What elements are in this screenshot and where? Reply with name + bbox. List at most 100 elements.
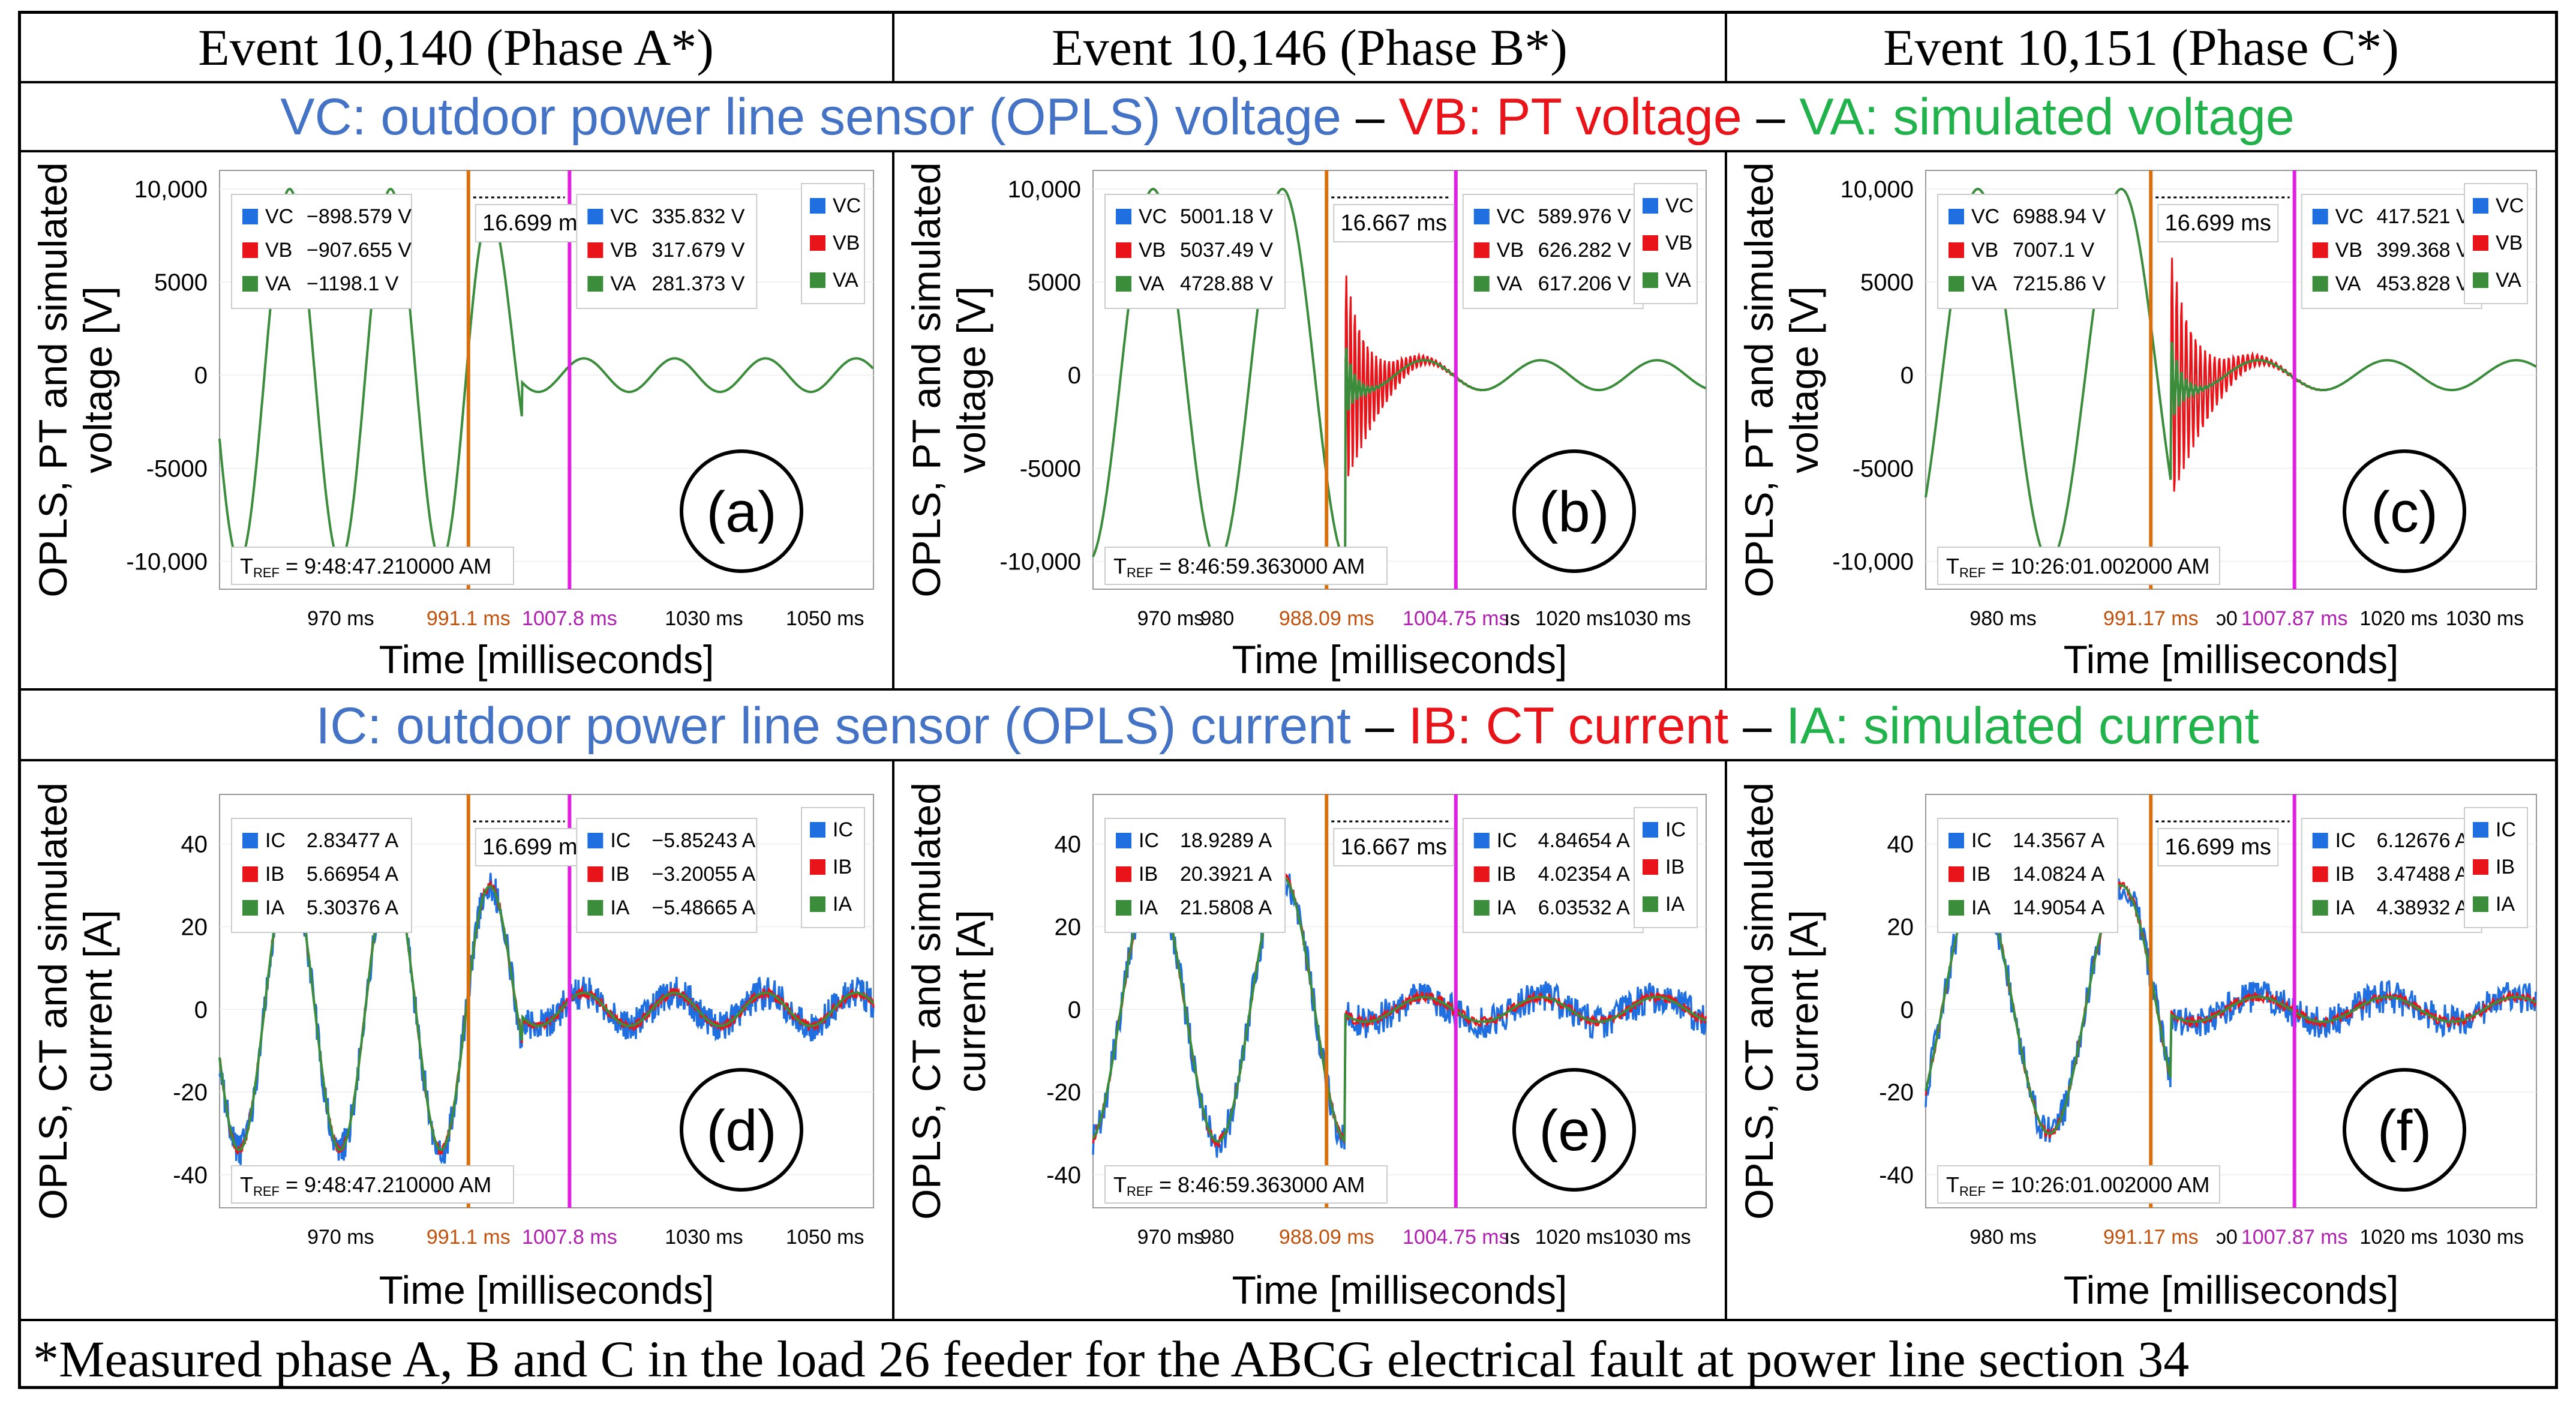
- readout-2-value: 6.03532 A: [1538, 896, 1630, 919]
- y-tick-label: 0: [194, 997, 208, 1023]
- chart-panel-a: OPLS, PT and simulated voltage [V] 10,000 5…: [31, 162, 874, 682]
- panel-label-circle: [680, 1068, 803, 1192]
- x-tick-label: 1030 ms: [2446, 1226, 2524, 1249]
- readout-1-name: IC: [1971, 829, 1992, 852]
- tref-text: TREF = 8:46:59.363000 AM: [1113, 554, 1365, 580]
- x-axis-label: Time [milliseconds]: [2064, 1268, 2399, 1312]
- y-tick-label: 0: [1068, 362, 1081, 389]
- x-tick-label: 970 ms: [1137, 607, 1205, 630]
- header-event-c: Event 10,151 (Phase C*): [1883, 19, 2399, 76]
- readout-1-swatch: [1116, 209, 1131, 224]
- header-event-a: Event 10,140 (Phase A*): [198, 19, 714, 76]
- x-tick-label: 1007.8 ms: [522, 607, 617, 630]
- readout-2-value: 4.38932 A: [2377, 896, 2469, 919]
- x-tick-label: 980 ms: [1969, 607, 2037, 630]
- x-tick-label: ıs: [1504, 1226, 1520, 1249]
- vc-vb-separator: –: [1355, 88, 1385, 146]
- legend-swatch: [2473, 235, 2488, 251]
- readout-1-swatch: [242, 209, 258, 224]
- readout-1-box: [1937, 818, 2118, 933]
- series-a-line: [1092, 875, 1707, 1144]
- y-axis-label-line2: voltage [V]: [76, 286, 120, 473]
- tref-box: [1937, 1165, 2220, 1204]
- readout-2-box: [2301, 818, 2482, 933]
- y-tick-label: -10,000: [126, 548, 208, 575]
- readout-2-name: IA: [2335, 896, 2355, 919]
- y-tick-label: 40: [1887, 832, 1914, 858]
- tref-box: [1937, 547, 2220, 585]
- y-tick-label: -5000: [146, 455, 208, 482]
- legend-label: VC: [2496, 194, 2524, 217]
- x-axis-label: Time [milliseconds]: [379, 1268, 714, 1312]
- readout-1-swatch: [1948, 276, 1964, 292]
- legend-label: VC: [833, 194, 861, 217]
- readout-2-name: IA: [610, 896, 629, 919]
- panel-label-circle: [2343, 1068, 2466, 1192]
- x-tick-label: 1050 ms: [786, 607, 864, 630]
- y-tick-label: -40: [1046, 1162, 1081, 1189]
- legend-label: VA: [1665, 269, 1691, 292]
- readout-1-swatch: [242, 276, 258, 292]
- ic-ib-separator: –: [1365, 697, 1394, 755]
- chart-panel-c: OPLS, PT and simulated voltage [V] 10,000 5…: [1737, 162, 2537, 682]
- footer-note: *Measured phase A, B and C in the load 2…: [33, 1330, 2190, 1388]
- y-tick-label: 20: [181, 914, 208, 940]
- readout-1-name: VC: [265, 205, 293, 228]
- ib-title: IB: CT current: [1408, 697, 1729, 755]
- y-tick-label: 10,000: [1008, 176, 1081, 203]
- x-tick-label: ɔ0: [2216, 1226, 2238, 1249]
- readout-2-value: 417.521 V: [2377, 205, 2470, 228]
- readout-1-name: VB: [265, 239, 292, 262]
- readout-1-name: VB: [1971, 239, 1998, 262]
- readout-1-swatch: [242, 866, 258, 882]
- legend-swatch: [810, 272, 825, 288]
- y-tick-label: 5000: [1860, 269, 1914, 296]
- legend-swatch: [2473, 859, 2488, 875]
- y-axis-label: OPLS, CT and simulated: [904, 782, 948, 1220]
- readout-1-swatch: [1948, 866, 1964, 882]
- outer-bottom-border: [18, 1386, 2558, 1389]
- readout-2-value: −3.20055 A: [651, 863, 755, 886]
- ic-title: IC: outdoor power line sensor (OPLS) cur…: [316, 697, 1351, 755]
- readout-1-name: IB: [1971, 863, 1990, 886]
- readout-2-value: 317.679 V: [651, 239, 744, 262]
- readout-2-value: 281.373 V: [651, 272, 744, 295]
- legend-label: VA: [2496, 269, 2521, 292]
- legend-swatch: [810, 822, 825, 838]
- delta-label: 16.667 ms: [1341, 835, 1447, 860]
- x-tick-label: 991.1 ms: [427, 607, 511, 630]
- legend-swatch: [2473, 822, 2488, 838]
- x-tick-label: 980: [1200, 607, 1235, 630]
- readout-1-value: 4728.88 V: [1180, 272, 1273, 295]
- y-tick-label: 0: [194, 362, 208, 389]
- tref-box: [231, 547, 514, 585]
- x-tick-label: 970 ms: [307, 1226, 374, 1249]
- header-divider: [18, 81, 2558, 83]
- vb-va-separator: –: [1756, 88, 1785, 146]
- current-legend-title: IC: outdoor power line sensor (OPLS) cur…: [20, 700, 2554, 752]
- readout-1-name: IA: [265, 896, 284, 919]
- x-tick-label: 1020 ms: [2359, 607, 2437, 630]
- readout-2-name: IB: [2335, 863, 2355, 886]
- legend-label: VB: [2496, 232, 2523, 254]
- readout-2-name: IA: [1497, 896, 1516, 919]
- legend-swatch: [2473, 272, 2488, 288]
- readout-1-box: [1104, 194, 1286, 309]
- readout-1-swatch: [1116, 833, 1131, 848]
- readout-2-value: −5.48665 A: [651, 896, 755, 919]
- readout-2-name: VB: [610, 239, 637, 262]
- readout-2-value: −5.85243 A: [651, 829, 755, 852]
- readout-2-swatch: [2312, 866, 2328, 882]
- readout-1-box: [1104, 818, 1286, 933]
- readout-1-name: IA: [1139, 896, 1158, 919]
- y-axis-label-line2: current [A]: [76, 910, 120, 1092]
- readout-1-swatch: [1948, 900, 1964, 916]
- readout-2-box: [1462, 194, 1644, 309]
- legend-label: IC: [833, 818, 853, 841]
- readout-1-name: IA: [1971, 896, 1990, 919]
- x-tick-label: 991.1 ms: [427, 1226, 511, 1249]
- x-axis-label: Time [milliseconds]: [1232, 637, 1568, 682]
- readout-2-name: VC: [610, 205, 638, 228]
- readout-2-name: VB: [2335, 239, 2362, 262]
